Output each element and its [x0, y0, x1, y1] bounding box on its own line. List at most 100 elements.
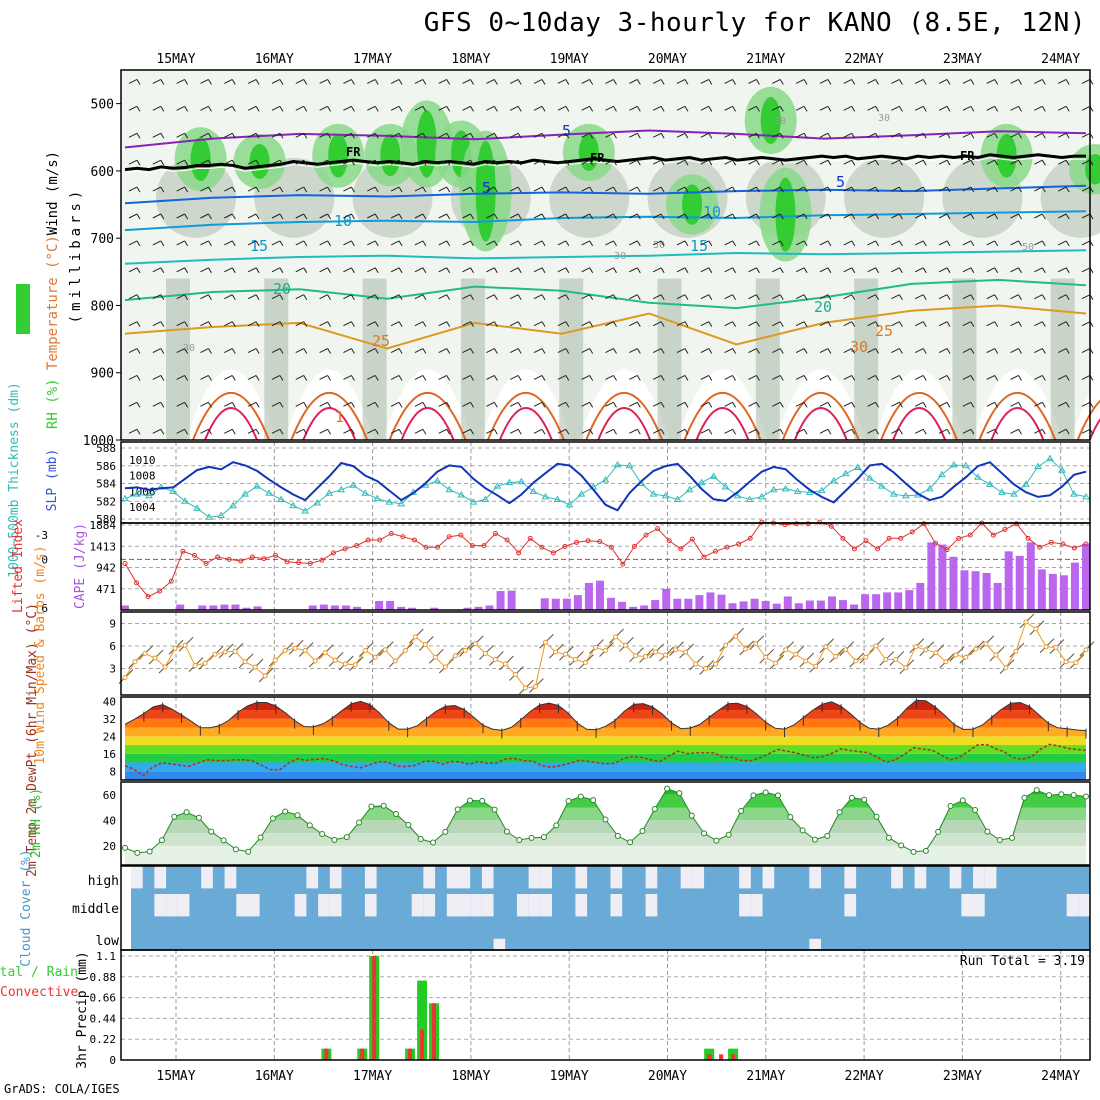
wind-barb-flag: [994, 429, 999, 435]
wind-speed-marker: [532, 684, 538, 689]
wind-barb-flag: [946, 240, 951, 247]
wind-barb-flag: [708, 321, 713, 327]
wind-barb: [843, 348, 852, 353]
wind-barb-flag: [422, 159, 427, 166]
wind-barb: [319, 105, 328, 111]
wind-barb-flag: [946, 429, 951, 435]
lifted-index-marker: [1037, 544, 1043, 550]
thickness-marker: [445, 485, 454, 493]
wind-barb: [1057, 240, 1067, 246]
wind-barb-flag: [589, 294, 594, 300]
thickness-marker: [457, 491, 466, 498]
wind-barb: [700, 79, 710, 84]
wind-barb: [676, 375, 686, 380]
wind-barb: [462, 132, 471, 138]
thickness-marker: [721, 483, 730, 490]
wind-barb: [700, 348, 710, 353]
li-tick-label: -3: [35, 529, 48, 542]
rh2m-marker: [393, 811, 400, 818]
lifted-index-marker: [377, 537, 383, 543]
wind-barb: [1010, 294, 1019, 300]
cape-bar: [927, 542, 936, 610]
wind-barb: [247, 105, 257, 111]
wind-barb-flag: [803, 348, 808, 354]
wind-barb: [819, 105, 829, 111]
pressure-tick-label: 900: [91, 367, 114, 382]
wind-barb: [343, 294, 352, 300]
wind-barb-flag: [851, 321, 856, 327]
wind-barb-flag: [613, 106, 617, 112]
wind-barb-flag: [493, 429, 498, 435]
wind-barb: [676, 294, 686, 300]
thickness-marker: [373, 494, 382, 502]
wind-barb-flag: [827, 106, 832, 112]
wind-barb: [605, 428, 614, 434]
wind-barb-flag: [565, 79, 570, 85]
wind-barb-flag: [398, 267, 403, 274]
wind-barb-flag: [493, 240, 498, 247]
isotherm-35: [204, 407, 258, 441]
wind-barb: [891, 132, 900, 138]
wind-barb: [986, 132, 995, 138]
wind-barb: [295, 132, 304, 138]
wind-speed-marker: [372, 654, 378, 660]
wind-barb: [962, 375, 972, 380]
wind-barb: [247, 213, 257, 219]
cape-bar: [905, 590, 914, 610]
wind-speed-marker: [252, 664, 258, 670]
wind-barb: [986, 375, 995, 380]
wind-barb-flag: [994, 186, 999, 193]
wind-barb: [557, 321, 567, 327]
wind-barb: [390, 348, 400, 353]
wind-barb: [438, 213, 447, 219]
wind-barb-flag: [589, 240, 594, 247]
wind-barb-flag: [493, 294, 498, 300]
wind-barb: [915, 186, 924, 192]
dry-boundary-layer: [480, 369, 571, 440]
wind-speed-marker: [232, 648, 238, 654]
cape-bar: [595, 580, 604, 610]
wind-barb: [1081, 321, 1091, 327]
wind-barb: [271, 213, 281, 219]
cloud-gap: [306, 866, 319, 889]
wind-speed-marker: [172, 645, 178, 651]
wind-barb: [1081, 79, 1091, 84]
cape-tick-label: 1884: [90, 519, 117, 532]
wind-barb: [152, 348, 162, 353]
wind-barb: [819, 401, 829, 407]
thickness-marker: [649, 490, 658, 497]
wind-barb-flag: [946, 186, 951, 193]
wind-barb-flag: [303, 213, 308, 220]
wind-tick-label: 3: [109, 663, 116, 676]
wind-barb: [295, 348, 304, 353]
cape-bar: [1004, 551, 1013, 610]
wind-barb: [390, 105, 400, 111]
wind-barb: [795, 321, 805, 327]
wind-barb-flag: [1065, 240, 1070, 247]
wind-barb-flag: [422, 186, 427, 193]
wind-barb: [819, 159, 829, 165]
wind-barb-flag: [827, 375, 832, 381]
wind-barb: [605, 321, 614, 327]
wind-barb-flag: [279, 106, 284, 112]
wind-barb: [271, 132, 281, 138]
wind-barb: [247, 267, 257, 273]
upper-air-units-text: (millibars): [68, 187, 84, 324]
wind-barb: [629, 267, 638, 273]
temp-tick-label: 8: [109, 765, 116, 778]
thickness-marker: [505, 478, 514, 486]
wind-barb-flag: [541, 159, 546, 166]
isotherm-label: 30: [850, 338, 868, 356]
wind-barb: [343, 186, 352, 192]
wind-barb: [152, 321, 162, 327]
lifted-index-marker: [423, 544, 429, 550]
lifted-index-marker: [342, 546, 348, 552]
lifted-index-marker: [145, 594, 151, 600]
thickness-marker: [625, 461, 634, 469]
wind-barb: [581, 267, 590, 273]
wind-barb: [843, 105, 852, 111]
wind-speed-marker: [302, 648, 308, 653]
wind-speed-marker: [683, 649, 689, 655]
cape-bar: [607, 597, 616, 610]
